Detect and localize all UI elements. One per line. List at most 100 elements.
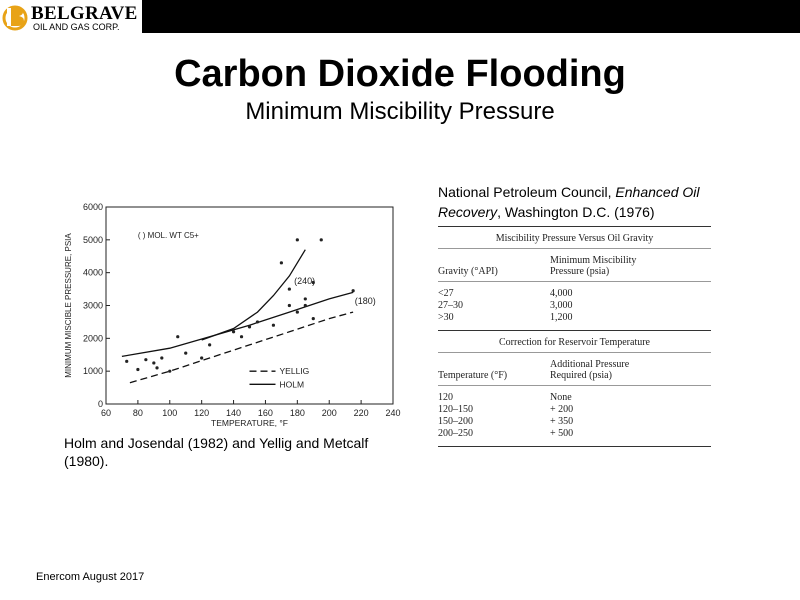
table2-cell: + 200 bbox=[550, 404, 574, 415]
table1-col1-header: Gravity (°API) bbox=[438, 266, 498, 277]
table2-col1-header: Temperature (°F) bbox=[438, 370, 508, 381]
x-tick-label: 100 bbox=[162, 408, 177, 418]
data-point bbox=[247, 325, 252, 329]
table2-body: 120 None 120–150 + 200 150–200 + 350 200–250 + … bbox=[438, 386, 711, 446]
table2-cell: 200–250 bbox=[438, 428, 473, 439]
table1-header: Gravity (°API) Minimum Miscibility Pressu… bbox=[438, 249, 711, 281]
table1-caption: Miscibility Pressure Versus Oil Gravity bbox=[495, 233, 654, 244]
table-rule bbox=[438, 248, 711, 249]
data-point bbox=[319, 238, 323, 242]
data-point bbox=[311, 280, 315, 285]
x-tick-label: 180 bbox=[290, 408, 305, 418]
x-tick-label: 120 bbox=[194, 408, 209, 418]
table1-row: >30 1,200 bbox=[438, 312, 711, 324]
table2-cell: None bbox=[550, 392, 572, 403]
chart-annotation: ( ) MOL. WT C5+ bbox=[138, 231, 199, 240]
table1-body: <27 4,000 27–30 3,000 >30 1,200 bbox=[438, 282, 711, 330]
curve-label: (180) bbox=[355, 296, 376, 306]
chart-citation: Holm and Josendal (1982) and Yellig and … bbox=[64, 435, 369, 469]
data-point bbox=[168, 369, 172, 373]
x-tick-label: 220 bbox=[354, 408, 369, 418]
y-tick-label: 5000 bbox=[83, 235, 103, 245]
reference-part2: , Washington D.C. (1976) bbox=[497, 204, 655, 220]
page-subtitle: Minimum Miscibility Pressure bbox=[245, 98, 555, 125]
data-point bbox=[155, 366, 159, 370]
logo-name: BELGRAVE bbox=[31, 3, 138, 24]
table2-row: 150–200 + 350 bbox=[438, 416, 711, 428]
data-point bbox=[208, 343, 212, 347]
data-point bbox=[271, 323, 276, 327]
data-point bbox=[144, 358, 148, 362]
data-point bbox=[295, 238, 299, 242]
table1-cell: <27 bbox=[438, 288, 454, 299]
table2-row: 120 None bbox=[438, 392, 711, 404]
legend-label: HOLM bbox=[280, 379, 305, 389]
table-rule bbox=[438, 385, 711, 386]
table2-cell: + 500 bbox=[550, 428, 574, 439]
data-point bbox=[125, 359, 129, 363]
data-point bbox=[255, 320, 260, 324]
table2-cell: 120–150 bbox=[438, 404, 473, 415]
x-tick-label: 80 bbox=[133, 408, 143, 418]
x-tick-label: 140 bbox=[226, 408, 241, 418]
data-point bbox=[239, 335, 244, 339]
table1-col2-header-b: Pressure (psia) bbox=[550, 266, 610, 277]
table2-header: Temperature (°F) Additional Pressure Requ… bbox=[438, 353, 711, 385]
table2-cell: 150–200 bbox=[438, 416, 473, 427]
series-line bbox=[129, 311, 354, 384]
data-point bbox=[295, 310, 299, 314]
legend-label: YELLIG bbox=[280, 366, 310, 376]
y-axis-label: MINIMUM MISCIBLE PRESSURE, PSIA bbox=[64, 233, 73, 378]
page-title: Carbon Dioxide Flooding bbox=[174, 53, 626, 95]
table1-row: 27–30 3,000 bbox=[438, 300, 711, 312]
table-rule bbox=[438, 352, 711, 353]
data-point bbox=[287, 287, 291, 291]
reference-italic: Enhanced Oil Recovery bbox=[438, 184, 700, 220]
table2-row: 120–150 + 200 bbox=[438, 404, 711, 416]
mmp-chart: 60 80 100 120 140 160 180 200 220 240 0 1000 2000 300… bbox=[64, 202, 401, 427]
y-tick-label: 0 bbox=[98, 399, 103, 409]
x-tick-label: 60 bbox=[101, 408, 111, 418]
table1-row: <27 4,000 bbox=[438, 288, 711, 300]
data-point bbox=[287, 303, 291, 308]
data-point bbox=[136, 367, 140, 372]
footer-text: Enercom August 2017 bbox=[36, 571, 145, 583]
data-point bbox=[311, 317, 315, 321]
table-rule bbox=[438, 281, 711, 282]
y-tick-label: 3000 bbox=[83, 301, 103, 311]
table1-cell: 4,000 bbox=[550, 288, 573, 299]
table-rule bbox=[438, 330, 711, 331]
y-tick-label: 4000 bbox=[83, 268, 103, 278]
series-line bbox=[121, 291, 354, 358]
logo: BELGRAVE OIL AND GAS CORP. bbox=[0, 0, 142, 33]
reference-part1: National Petroleum Council, bbox=[438, 184, 616, 200]
table2-row: 200–250 + 500 bbox=[438, 428, 711, 440]
data-point bbox=[176, 335, 180, 339]
table1-cell: 1,200 bbox=[550, 312, 573, 323]
reference-citation: National Petroleum Council, Enhanced Oil… bbox=[438, 182, 738, 222]
x-tick-label: 160 bbox=[258, 408, 273, 418]
curve-label: (240) bbox=[294, 276, 315, 286]
data-point bbox=[303, 303, 307, 308]
data-point bbox=[152, 361, 156, 365]
data-point bbox=[279, 261, 283, 265]
table-rule bbox=[438, 446, 711, 447]
logo-subtitle: OIL AND GAS CORP. bbox=[33, 22, 120, 32]
data-point bbox=[303, 297, 307, 301]
table2-cell: + 350 bbox=[550, 416, 574, 427]
table1-col2-header-a: Minimum Miscibility bbox=[550, 255, 637, 266]
belgrave-logo-icon bbox=[2, 5, 28, 31]
table1-cell: 3,000 bbox=[550, 300, 573, 311]
table1-cell: >30 bbox=[438, 312, 454, 323]
data-point bbox=[160, 356, 164, 360]
data-point bbox=[184, 351, 188, 355]
data-point bbox=[231, 330, 236, 334]
x-tick-label: 200 bbox=[322, 408, 337, 418]
table2-col2-header-b: Required (psia) bbox=[550, 370, 612, 381]
x-axis-label: TEMPERATURE, °F bbox=[211, 418, 288, 427]
y-tick-label: 2000 bbox=[83, 333, 103, 343]
x-tick-label: 240 bbox=[385, 408, 400, 418]
table2-col2-header-a: Additional Pressure bbox=[550, 359, 630, 370]
table2-cell: 120 bbox=[438, 392, 453, 403]
data-point bbox=[200, 356, 204, 360]
